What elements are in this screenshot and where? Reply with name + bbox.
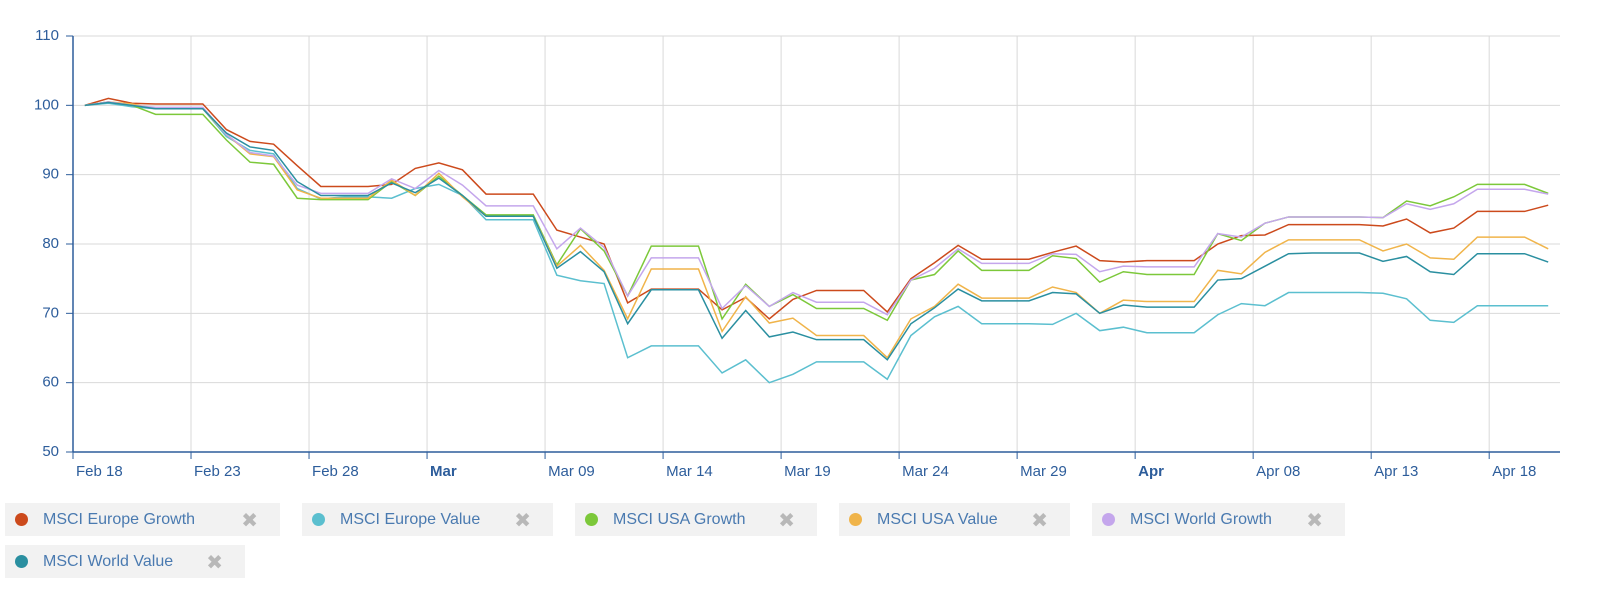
x-tick-label: Feb 23 [194,463,241,480]
remove-button[interactable]: ✖ [1306,510,1323,532]
chart: 50 60 70 80 90 100 110 Feb 18 Feb 23 Feb 28 Mar Mar… [34,27,1560,480]
x-tick-label: Mar 14 [666,463,713,480]
line-series [84,97,1549,320]
x-tick-label: Apr 18 [1492,463,1536,480]
legend-label: MSCI World Growth [1130,510,1272,528]
legend-item[interactable]: MSCI World Growth ✖ [1092,503,1345,536]
legend-swatch [15,555,28,568]
remove-button[interactable]: ✖ [514,510,531,532]
remove-button[interactable]: ✖ [1031,510,1048,532]
y-tick-label: 110 [35,27,59,44]
x-tick-label: Mar 19 [784,463,831,480]
legend-swatch [585,513,598,526]
y-tick-label: 70 [42,304,59,321]
x-tick-label: Mar 29 [1020,463,1067,480]
legend-swatch [1102,513,1115,526]
y-tick-label: 50 [42,443,59,460]
legend-label: MSCI Europe Growth [43,510,196,528]
legend-item[interactable]: MSCI World Value ✖ [5,545,245,578]
x-tick-label: Apr 13 [1374,463,1418,480]
y-tick-label: 100 [34,96,59,113]
y-tick-label: 60 [42,374,59,391]
legend-item[interactable]: MSCI Europe Growth ✖ [5,503,280,536]
x-tick-label: Mar 09 [548,463,595,480]
remove-button[interactable]: ✖ [206,552,223,574]
legend-label: MSCI Europe Value [340,510,481,528]
legend-item[interactable]: MSCI USA Growth ✖ [575,503,817,536]
x-tick-label: Feb 18 [76,463,123,480]
x-tick-label: Mar [430,463,457,480]
legend-item[interactable]: MSCI Europe Value ✖ [302,503,553,536]
x-tick-label: Apr [1138,463,1164,480]
legend-item[interactable]: MSCI USA Value ✖ [839,503,1070,536]
remove-button[interactable]: ✖ [241,510,258,532]
line-series [84,101,1549,322]
y-tick-label: 90 [42,166,59,183]
line-series [84,101,1549,361]
legend-swatch [849,513,862,526]
line-series [84,101,1549,316]
legend-swatch [15,513,28,526]
remove-button[interactable]: ✖ [778,510,795,532]
legend-swatch [312,513,325,526]
legend-label: MSCI World Value [43,552,174,570]
line-series [84,101,1549,359]
legend-label: MSCI USA Growth [613,510,746,528]
x-tick-label: Feb 28 [312,463,359,480]
x-tick-label: Mar 24 [902,463,949,480]
legend-label: MSCI USA Value [877,510,998,528]
x-tick-label: Apr 08 [1256,463,1300,480]
y-tick-label: 80 [42,235,59,252]
legend: MSCI Europe Growth ✖ MSCI Europe Value ✖ MSC… [5,503,1365,578]
line-series [84,102,1549,384]
